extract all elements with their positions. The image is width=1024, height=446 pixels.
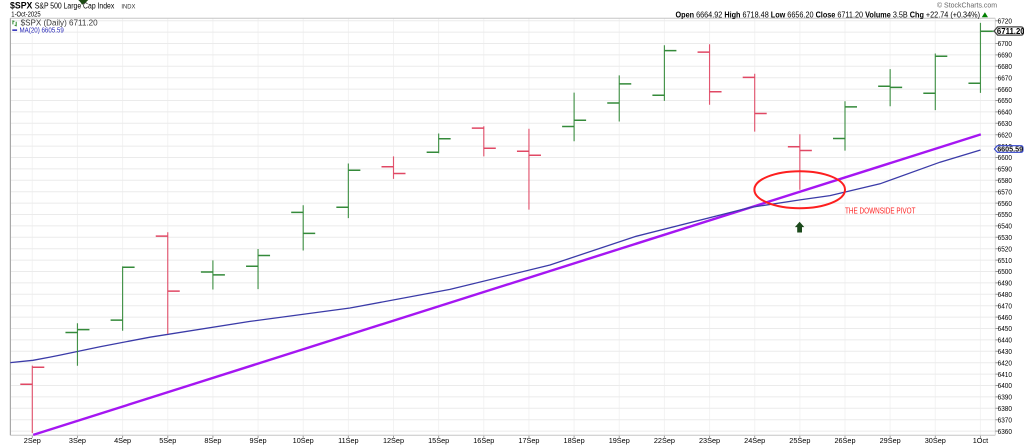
svg-text:16Sep: 16Sep [473,436,494,445]
svg-text:6700: 6700 [998,39,1012,48]
svg-text:30Sep: 30Sep [925,436,946,445]
svg-text:12Sep: 12Sep [383,436,404,445]
svg-text:6500: 6500 [998,267,1012,276]
svg-text:26Sep: 26Sep [834,436,855,445]
svg-text:6660: 6660 [998,85,1012,94]
svg-text:29Sep: 29Sep [880,436,901,445]
svg-text:17Sep: 17Sep [518,436,539,445]
svg-text:Open 6664.92 High 6718.48 Low: Open 6664.92 High 6718.48 Low 6656.20 Cl… [676,10,981,19]
svg-text:6605.59: 6605.59 [997,144,1023,153]
svg-text:6530: 6530 [998,233,1012,242]
svg-text:6640: 6640 [998,108,1012,117]
svg-text:THE DOWNSIDE PIVOT: THE DOWNSIDE PIVOT [845,207,916,216]
svg-text:$SPX (Daily) 6711.20: $SPX (Daily) 6711.20 [21,18,99,27]
svg-text:19Sep: 19Sep [609,436,630,445]
svg-text:6711.20: 6711.20 [997,27,1024,36]
svg-text:6670: 6670 [998,73,1012,82]
svg-text:23Sep: 23Sep [699,436,720,445]
svg-text:9Sep: 9Sep [250,436,267,445]
svg-text:24Sep: 24Sep [744,436,765,445]
svg-text:6570: 6570 [998,187,1012,196]
svg-text:11Sep: 11Sep [338,436,359,445]
svg-text:6430: 6430 [998,347,1012,356]
svg-text:1Oct: 1Oct [973,436,988,445]
svg-text:3Sep: 3Sep [69,436,86,445]
svg-text:6410: 6410 [998,370,1012,379]
svg-text:22Sep: 22Sep [654,436,675,445]
svg-text:25Sep: 25Sep [789,436,810,445]
svg-text:6650: 6650 [998,96,1012,105]
svg-text:6590: 6590 [998,165,1012,174]
svg-text:6370: 6370 [998,415,1012,424]
svg-text:6550: 6550 [998,210,1012,219]
svg-text:© StockCharts.com: © StockCharts.com [937,0,997,9]
svg-text:6380: 6380 [998,404,1012,413]
svg-text:6420: 6420 [998,358,1012,367]
svg-text:1-Oct-2025: 1-Oct-2025 [11,10,40,19]
svg-text:8Sep: 8Sep [204,436,221,445]
svg-text:$SPX: $SPX [10,1,33,11]
svg-text:5Sep: 5Sep [159,436,176,445]
svg-text:6630: 6630 [998,119,1012,128]
svg-text:6480: 6480 [998,290,1012,299]
svg-text:15Sep: 15Sep [428,436,449,445]
svg-text:10Sep: 10Sep [293,436,314,445]
svg-text:S&P 500 Large Cap Index: S&P 500 Large Cap Index [35,1,115,10]
svg-text:6510: 6510 [998,256,1012,265]
svg-text:6520: 6520 [998,244,1012,253]
svg-text:6400: 6400 [998,381,1012,390]
svg-text:6720: 6720 [998,16,1012,25]
svg-text:6540: 6540 [998,222,1012,231]
svg-text:6450: 6450 [998,324,1012,333]
svg-text:4Sep: 4Sep [114,436,131,445]
svg-text:6470: 6470 [998,301,1012,310]
svg-text:6360: 6360 [998,427,1012,436]
svg-text:MA(20) 6605.59: MA(20) 6605.59 [20,27,64,35]
svg-text:6600: 6600 [998,153,1012,162]
svg-text:6620: 6620 [998,130,1012,139]
svg-text:18Sep: 18Sep [564,436,585,445]
svg-text:6690: 6690 [998,51,1012,60]
svg-text:6560: 6560 [998,199,1012,208]
svg-text:6390: 6390 [998,393,1012,402]
svg-text:6440: 6440 [998,336,1012,345]
svg-text:6680: 6680 [998,62,1012,71]
svg-text:2Sep: 2Sep [24,436,41,445]
svg-text:INDX: INDX [121,3,136,10]
svg-text:6580: 6580 [998,176,1012,185]
svg-text:6490: 6490 [998,279,1012,288]
svg-text:6460: 6460 [998,313,1012,322]
